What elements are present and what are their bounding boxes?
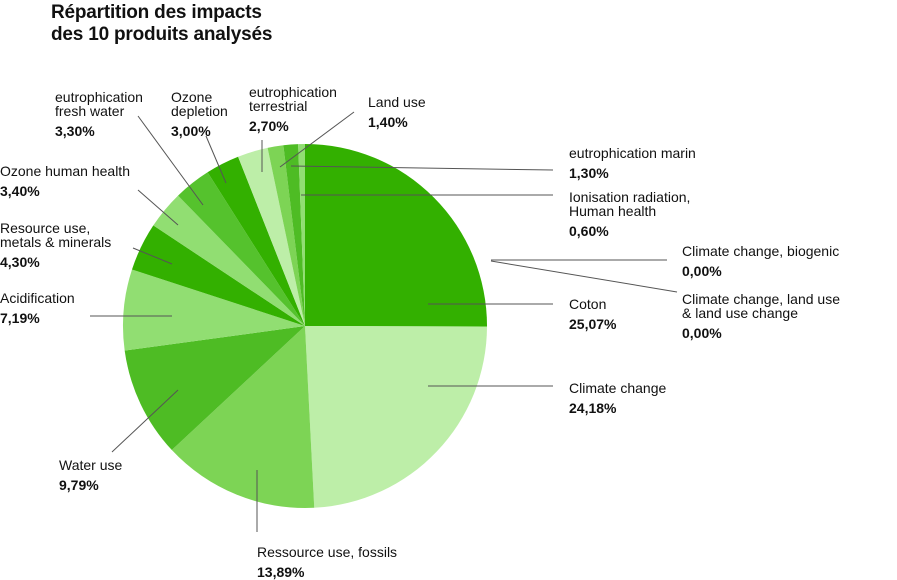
slice-label-name: Resource use, — [0, 220, 90, 236]
slice-label-value: 13,89% — [257, 564, 305, 580]
slice-label-name: Climate change, land use — [682, 291, 840, 307]
slice-label: Climate change, biogenic 0,00% — [682, 243, 839, 279]
slice-label-value: 7,19% — [0, 310, 40, 326]
slice-label-name: Ozone — [171, 89, 212, 105]
slice-label-value: 0,00% — [682, 325, 722, 341]
slice-label: Water use 9,79% — [59, 457, 122, 493]
slice-label-value: 3,00% — [171, 123, 211, 139]
slice-label-name: Ozone human health — [0, 163, 130, 179]
pie-slice — [267, 145, 305, 326]
slice-label-value: 24,18% — [569, 400, 617, 416]
leader-line — [137, 189, 179, 226]
slice-label: Resource use,metals & minerals 4,30% — [0, 220, 111, 270]
slice-label: Ressource use, fossils 13,89% — [257, 544, 397, 580]
slice-label: Climate change, land use& land use chang… — [682, 291, 840, 341]
slice-label: Coton 25,07% — [569, 296, 617, 332]
pie-slice — [305, 144, 488, 327]
slice-label-value: 3,30% — [55, 123, 95, 139]
slice-label-name: Water use — [59, 457, 122, 473]
leader-line — [490, 260, 678, 293]
slice-label: Ionisation radiation,Human health 0,60% — [569, 189, 690, 239]
slice-label-name: eutrophication — [55, 89, 143, 105]
slice-label: Climate change 24,18% — [569, 380, 666, 416]
slice-label-value: 1,30% — [569, 165, 609, 181]
leader-line — [132, 247, 173, 265]
slice-label: Land use 1,40% — [368, 94, 426, 130]
slice-label-name: Human health — [569, 203, 656, 219]
slice-label-name: Climate change, biogenic — [682, 243, 839, 259]
pie-slice — [178, 172, 305, 326]
slice-label-value: 3,40% — [0, 183, 40, 199]
slice-label: Acidification 7,19% — [0, 290, 75, 326]
slice-label-name: terrestrial — [249, 98, 307, 114]
slice-label-name: metals & minerals — [0, 234, 111, 250]
chart-title-line-2: des 10 produits analysés — [51, 24, 273, 45]
leader-line — [111, 389, 179, 453]
slice-label-name: Land use — [368, 94, 426, 110]
slice-label-name: Ressource use, fossils — [257, 544, 397, 560]
slice-label-name: Acidification — [0, 290, 75, 306]
slice-label-value: 1,40% — [368, 114, 408, 130]
pie-slice — [298, 144, 305, 326]
pie-slice — [122, 269, 305, 351]
slice-label: eutrophication marin 1,30% — [569, 145, 696, 181]
slice-label-name: Coton — [569, 296, 606, 312]
pie-slice — [238, 147, 305, 326]
slice-label-name: fresh water — [55, 103, 125, 119]
pie-slice — [131, 225, 305, 326]
slice-label-value: 4,30% — [0, 254, 40, 270]
slice-label-value: 0,00% — [682, 263, 722, 279]
chart-title: Répartition des impacts des 10 produits … — [51, 2, 272, 46]
slice-label-name: Ionisation radiation, — [569, 189, 690, 205]
pie-slice — [283, 144, 305, 326]
leader-line — [279, 111, 355, 168]
pie-slice — [124, 326, 305, 451]
pie-slice — [207, 156, 305, 326]
slice-label-name: Climate change — [569, 380, 666, 396]
chart-title-line-1: Répartition des impacts — [51, 2, 262, 23]
pie-slice — [153, 195, 305, 326]
slice-label-name: eutrophication marin — [569, 145, 696, 161]
pie-slice — [171, 326, 315, 508]
slice-label: Ozone human health 3,40% — [0, 163, 130, 199]
slice-label-name: eutrophication — [249, 84, 337, 100]
slice-label-value: 2,70% — [249, 118, 289, 134]
slice-label-name: depletion — [171, 103, 228, 119]
leader-line — [137, 115, 204, 206]
slice-label-value: 25,07% — [569, 316, 617, 332]
pie-slice — [305, 326, 487, 508]
leader-line — [290, 165, 554, 171]
slice-label-name: & land use change — [682, 305, 798, 321]
leader-line — [205, 135, 227, 184]
slice-label-value: 0,60% — [569, 223, 609, 239]
slice-label-value: 9,79% — [59, 477, 99, 493]
